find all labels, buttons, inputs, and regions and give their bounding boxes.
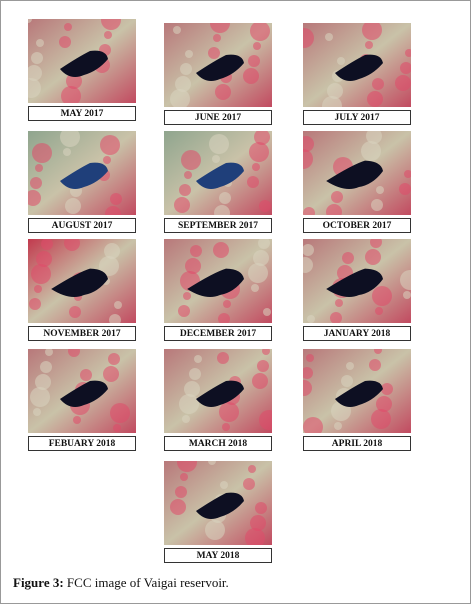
image-panel: FEBUARY 2018 (28, 349, 136, 451)
satellite-image (303, 349, 411, 433)
image-panel: DECEMBER 2017 (164, 239, 272, 341)
panel-label: OCTOBER 2017 (303, 218, 411, 233)
image-panel: NOVEMBER 2017 (28, 239, 136, 341)
satellite-image (28, 19, 136, 103)
panel-label: NOVEMBER 2017 (28, 326, 136, 341)
image-panel: MAY 2017 (28, 19, 136, 121)
caption-text: FCC image of Vaigai reservoir. (66, 575, 229, 590)
satellite-image (28, 349, 136, 433)
panel-label: JANUARY 2018 (303, 326, 411, 341)
panel-label: FEBUARY 2018 (28, 436, 136, 451)
satellite-image (164, 461, 272, 545)
image-panel: AUGUST 2017 (28, 131, 136, 233)
panel-label: SEPTEMBER 2017 (164, 218, 272, 233)
panel-label: APRIL 2018 (303, 436, 411, 451)
image-panel: JULY 2017 (303, 23, 411, 125)
panel-label: JUNE 2017 (164, 110, 272, 125)
panel-label: JULY 2017 (303, 110, 411, 125)
caption-label: Figure 3: (13, 575, 64, 590)
panel-label: DECEMBER 2017 (164, 326, 272, 341)
image-panel: JANUARY 2018 (303, 239, 411, 341)
satellite-image (303, 239, 411, 323)
panel-label: MAY 2018 (164, 548, 272, 563)
satellite-image (164, 239, 272, 323)
satellite-image (164, 349, 272, 433)
panel-label: MAY 2017 (28, 106, 136, 121)
panel-label: AUGUST 2017 (28, 218, 136, 233)
figure-caption: Figure 3: FCC image of Vaigai reservoir. (13, 575, 229, 591)
satellite-image (164, 131, 272, 215)
image-panel: MAY 2018 (164, 461, 272, 563)
image-panel: APRIL 2018 (303, 349, 411, 451)
satellite-image (303, 131, 411, 215)
satellite-image (28, 131, 136, 215)
image-panel: OCTOBER 2017 (303, 131, 411, 233)
satellite-image (164, 23, 272, 107)
satellite-image (28, 239, 136, 323)
image-panel: MARCH 2018 (164, 349, 272, 451)
image-panel: SEPTEMBER 2017 (164, 131, 272, 233)
satellite-image (303, 23, 411, 107)
panel-label: MARCH 2018 (164, 436, 272, 451)
image-panel: JUNE 2017 (164, 23, 272, 125)
